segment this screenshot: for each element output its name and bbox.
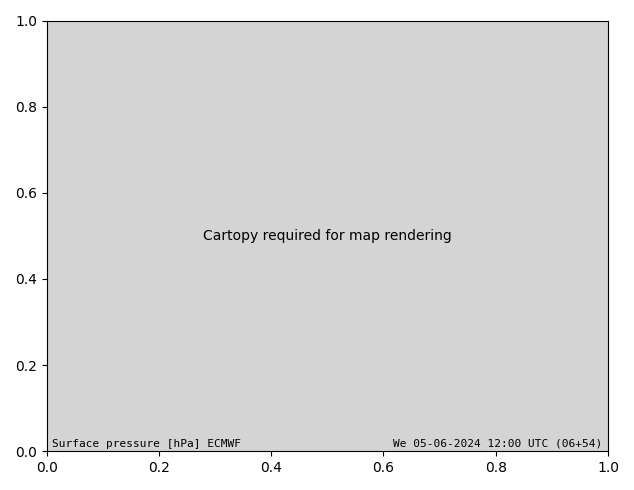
Text: Surface pressure [hPa] ECMWF: Surface pressure [hPa] ECMWF [53,439,242,449]
Text: Cartopy required for map rendering: Cartopy required for map rendering [203,229,452,243]
Text: We 05-06-2024 12:00 UTC (06+54): We 05-06-2024 12:00 UTC (06+54) [393,439,602,449]
